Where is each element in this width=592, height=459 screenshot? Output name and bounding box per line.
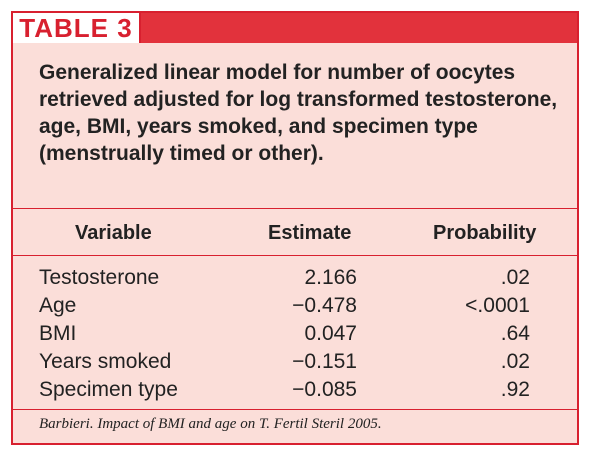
cell-variable: Years smoked [39,350,172,373]
table-row: Testosterone 2.166 .02 [13,266,577,294]
table-row: Age −0.478 <.0001 [13,294,577,322]
cell-probability: .02 [500,350,530,373]
cell-probability: .02 [500,266,530,289]
divider [13,255,577,256]
cell-variable: Age [39,294,77,317]
divider [13,409,577,410]
table-row: BMI 0.047 .64 [13,322,577,350]
cell-probability: <.0001 [465,294,530,317]
source-note: Barbieri. Impact of BMI and age on T. Fe… [39,416,382,432]
cell-variable: Specimen type [39,378,178,401]
table-frame: TABLE 3 Generalized linear model for num… [11,11,579,445]
column-header-probability: Probability [433,222,537,244]
cell-estimate: 2.166 [304,266,357,289]
cell-estimate: −0.085 [292,378,357,401]
cell-estimate: −0.478 [292,294,357,317]
table-row: Specimen type −0.085 .92 [13,378,577,406]
table-caption: Generalized linear model for number of o… [39,61,558,165]
cell-probability: .92 [500,378,530,401]
cell-probability: .64 [500,322,530,345]
cell-estimate: 0.047 [304,322,357,345]
cell-estimate: −0.151 [292,350,357,373]
column-header-variable: Variable [75,222,152,244]
table-label: TABLE 3 [13,13,141,43]
cell-variable: Testosterone [39,266,160,289]
table-row: Years smoked −0.151 .02 [13,350,577,378]
cell-variable: BMI [39,322,77,345]
divider [13,208,577,209]
column-header-estimate: Estimate [268,222,352,244]
